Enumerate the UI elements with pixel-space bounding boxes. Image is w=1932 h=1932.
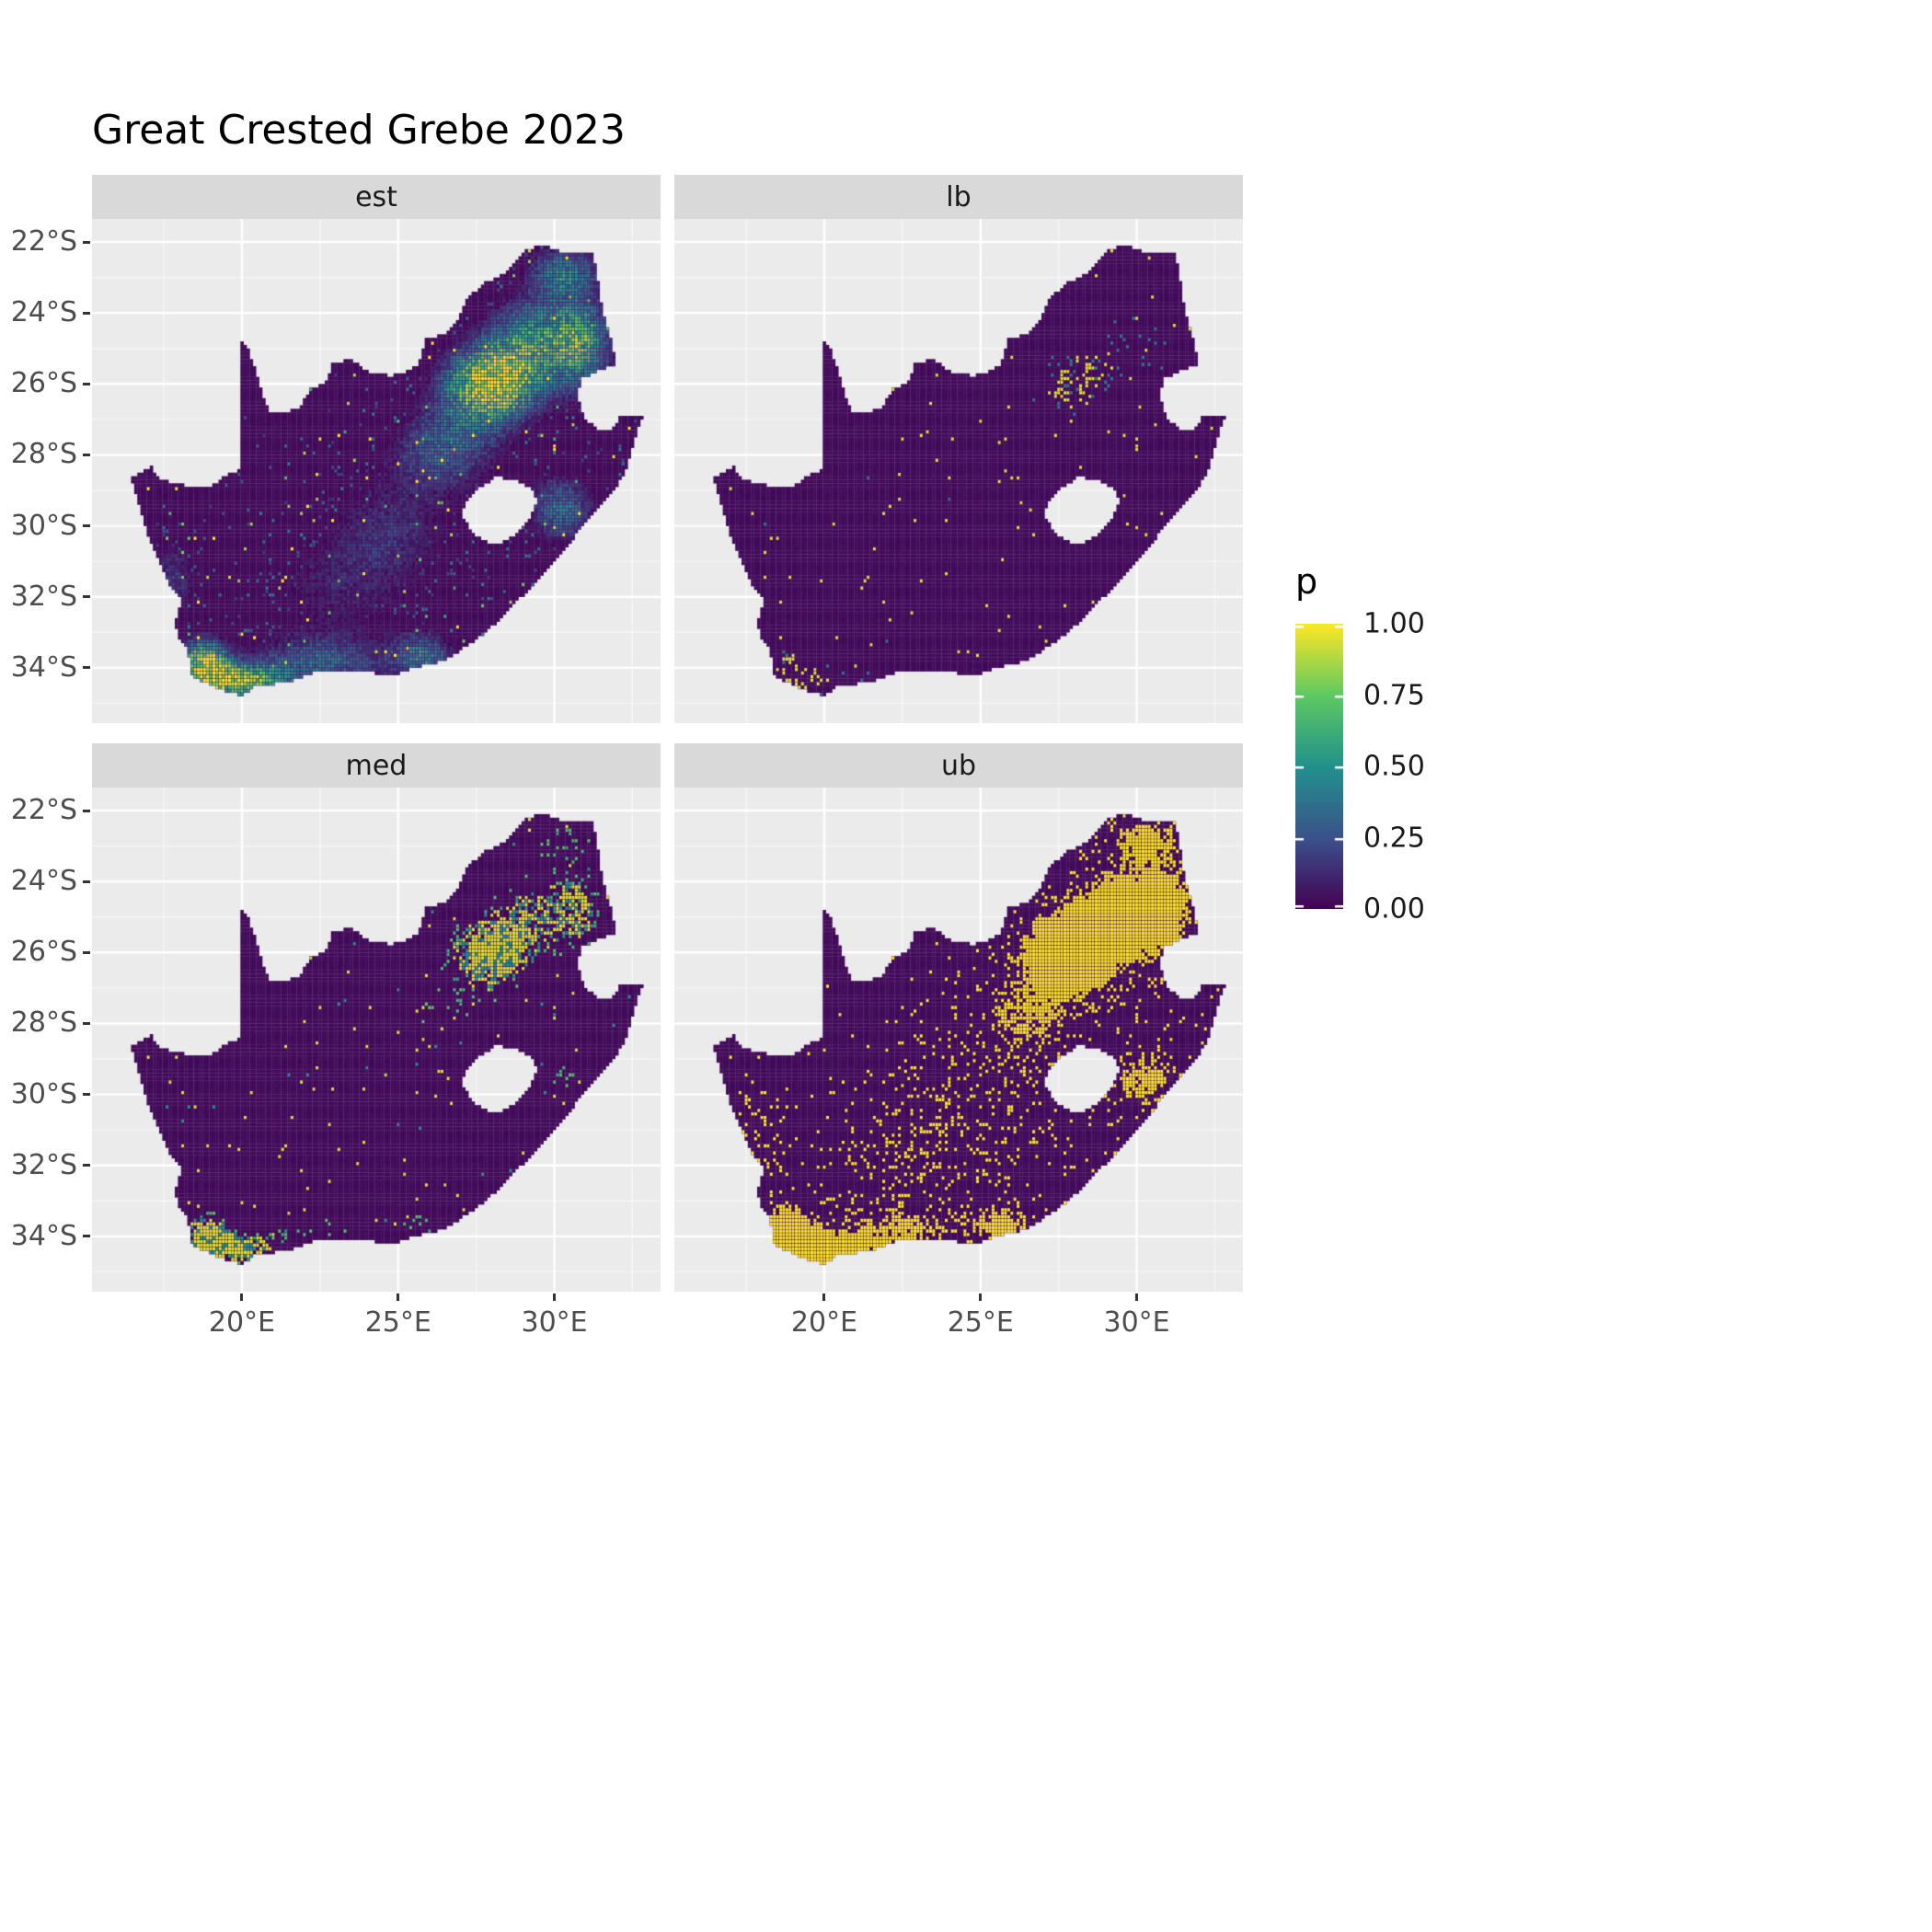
legend-tick-label: 0.75	[1363, 679, 1425, 711]
y-tick-label: 28°S	[10, 438, 77, 471]
y-tick-label: 26°S	[10, 936, 77, 969]
y-tick-mark	[83, 666, 90, 670]
facet-strip-ub: ub	[674, 743, 1243, 788]
x-tick-mark	[822, 1294, 826, 1301]
legend-colorbar	[1295, 624, 1343, 909]
facet-label-med: med	[345, 749, 408, 782]
facet-label-ub: ub	[940, 749, 977, 782]
legend-tick-label: 0.25	[1363, 822, 1425, 854]
legend-tick-label: 0.00	[1363, 892, 1425, 926]
y-tick-label: 30°S	[10, 509, 77, 542]
x-tick-label: 30°E	[521, 1306, 588, 1339]
x-tick-mark	[1135, 1294, 1139, 1301]
y-tick-mark	[83, 240, 90, 244]
y-tick-mark	[83, 809, 90, 812]
y-tick-label: 32°S	[10, 580, 77, 613]
y-tick-label: 30°S	[10, 1077, 77, 1110]
x-tick-label: 25°E	[364, 1306, 431, 1339]
plot-title: Great Crested Grebe 2023	[92, 107, 626, 154]
y-tick-mark	[83, 311, 90, 315]
y-tick-mark	[83, 453, 90, 456]
y-tick-label: 22°S	[10, 793, 77, 826]
facet-panel-med	[92, 788, 661, 1292]
x-tick-mark	[240, 1294, 244, 1301]
x-tick-mark	[397, 1294, 400, 1301]
y-tick-label: 22°S	[10, 224, 77, 258]
facet-label-lb: lb	[946, 180, 972, 213]
x-tick-label: 30°E	[1103, 1306, 1170, 1339]
y-tick-mark	[83, 595, 90, 599]
y-tick-mark	[83, 950, 90, 954]
x-tick-label: 25°E	[947, 1306, 1014, 1339]
y-tick-label: 26°S	[10, 367, 77, 400]
y-tick-label: 28°S	[10, 1006, 77, 1040]
facet-panel-est	[92, 219, 661, 723]
x-tick-mark	[553, 1294, 557, 1301]
facet-strip-lb: lb	[674, 175, 1243, 219]
y-tick-mark	[83, 1093, 90, 1097]
facet-panel-ub	[674, 788, 1243, 1292]
legend-tick-label: 1.00	[1363, 607, 1425, 640]
y-tick-label: 24°S	[10, 864, 77, 897]
x-tick-label: 20°E	[208, 1306, 276, 1339]
facet-label-est: est	[355, 180, 397, 213]
y-tick-mark	[83, 524, 90, 528]
y-tick-label: 34°S	[10, 1219, 77, 1252]
legend-tick-label: 0.50	[1363, 750, 1425, 783]
y-tick-mark	[83, 1021, 90, 1025]
x-tick-mark	[979, 1294, 983, 1301]
y-tick-mark	[83, 1164, 90, 1167]
x-tick-label: 20°E	[790, 1306, 858, 1339]
y-tick-mark	[83, 1235, 90, 1238]
facet-strip-est: est	[92, 175, 661, 219]
y-tick-label: 24°S	[10, 295, 77, 328]
y-tick-mark	[83, 382, 90, 385]
y-tick-label: 32°S	[10, 1148, 77, 1181]
y-tick-label: 34°S	[10, 650, 77, 684]
legend-title: p	[1295, 561, 1318, 602]
facet-panel-lb	[674, 219, 1243, 723]
facet-strip-med: med	[92, 743, 661, 788]
y-tick-mark	[83, 880, 90, 883]
